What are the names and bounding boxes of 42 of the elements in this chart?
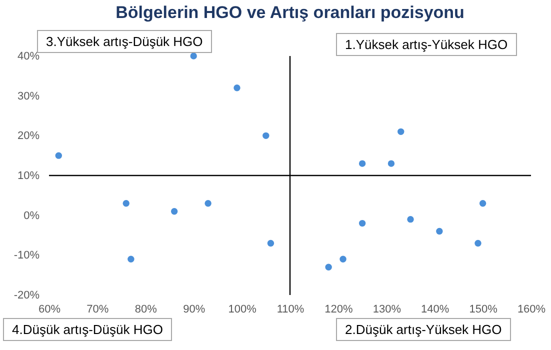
x-tick-label: 60%: [38, 304, 61, 316]
x-tick-label: 100%: [228, 304, 257, 316]
point: [234, 84, 240, 92]
text: 3.Yüksek artış-Düşük HGO: [46, 34, 203, 49]
x-tick-label: 90%: [183, 304, 206, 316]
point: [398, 128, 404, 136]
chart-title: Bölgelerin HGO ve Artış oranları pozisyonu: [116, 3, 464, 22]
point: [267, 240, 274, 247]
text: 1.Yüksek artış-Yüksek HGO: [336, 33, 517, 56]
point: [128, 256, 134, 262]
point: [340, 256, 346, 262]
point: [55, 152, 62, 159]
point: [204, 200, 212, 207]
point: [358, 160, 366, 167]
y-tick-label: 30%: [17, 90, 40, 102]
x-tick-label: 70%: [86, 304, 109, 316]
y-tick-label: 20%: [17, 130, 40, 142]
y-tick-label: 40%: [17, 50, 40, 62]
x-tick-label: 150%: [469, 304, 498, 316]
y-tick-label: 0%: [24, 210, 40, 222]
point: [474, 240, 482, 247]
point: [262, 132, 270, 140]
point: [170, 208, 178, 215]
point: [122, 200, 130, 207]
y-tick-label: -10%: [14, 250, 40, 262]
text: 4.Düşük artış-Düşük HGO: [3, 318, 172, 341]
point: [358, 220, 366, 227]
x-tick-label: 120%: [324, 304, 353, 316]
text: 2.Düşük artış-Yüksek HGO: [336, 318, 511, 341]
point: [407, 216, 414, 223]
x-tick-label: 80%: [134, 304, 158, 316]
y-tick-label: 10%: [17, 170, 40, 182]
point: [436, 228, 443, 235]
y-tick-label: -20%: [14, 290, 40, 302]
point: [388, 160, 395, 167]
point: [325, 264, 332, 270]
x-tick-label: 140%: [421, 304, 450, 316]
point: [479, 200, 486, 207]
x-tick-label: 160%: [517, 304, 546, 316]
x-tick-label: 130%: [372, 304, 402, 316]
x-tick-label: 110%: [276, 304, 304, 316]
point: [190, 52, 197, 60]
